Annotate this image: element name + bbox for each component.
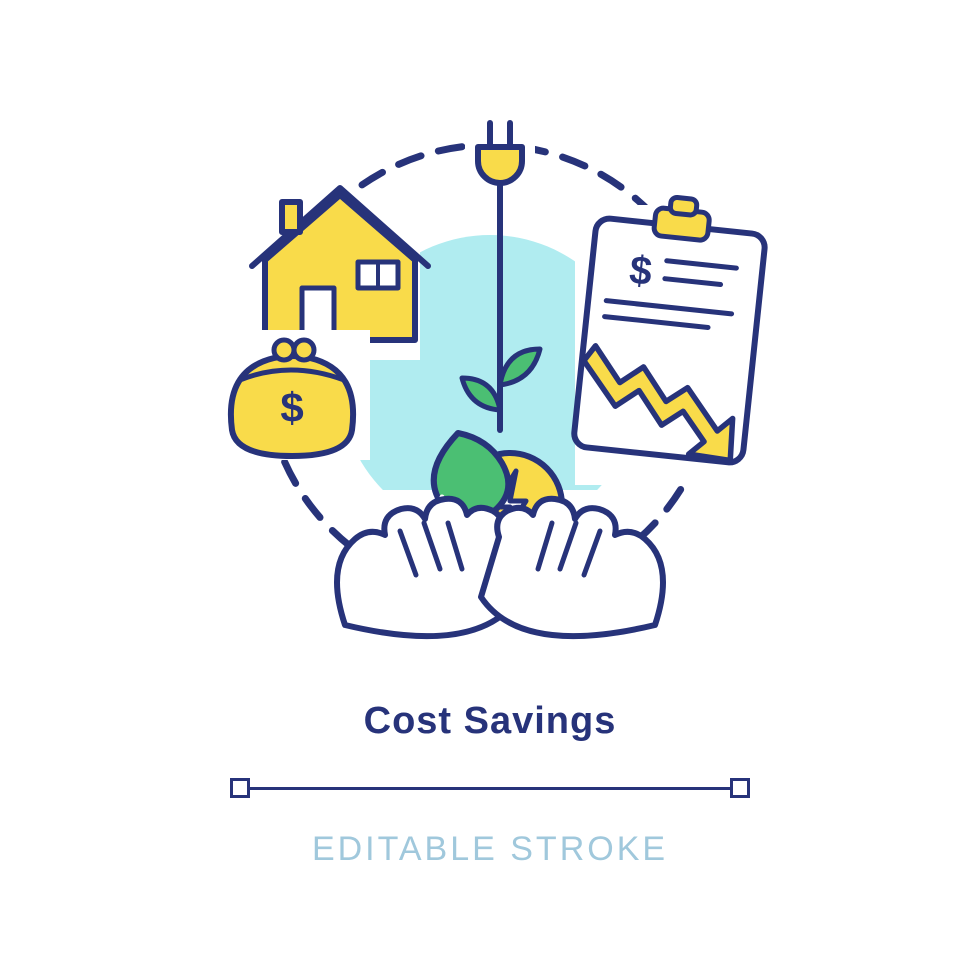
svg-text:$: $ xyxy=(280,384,303,431)
infographic-canvas: $$ Cost Savings EDITABLE STROKE xyxy=(0,0,980,980)
divider-endcap-left xyxy=(230,778,250,798)
divider-line xyxy=(250,787,730,790)
svg-text:$: $ xyxy=(627,248,654,294)
divider-endcap-right xyxy=(730,778,750,798)
concept-icon: $$ xyxy=(0,40,980,660)
divider xyxy=(230,778,750,798)
editable-stroke-label: EDITABLE STROKE xyxy=(0,830,980,869)
title: Cost Savings xyxy=(0,700,980,743)
